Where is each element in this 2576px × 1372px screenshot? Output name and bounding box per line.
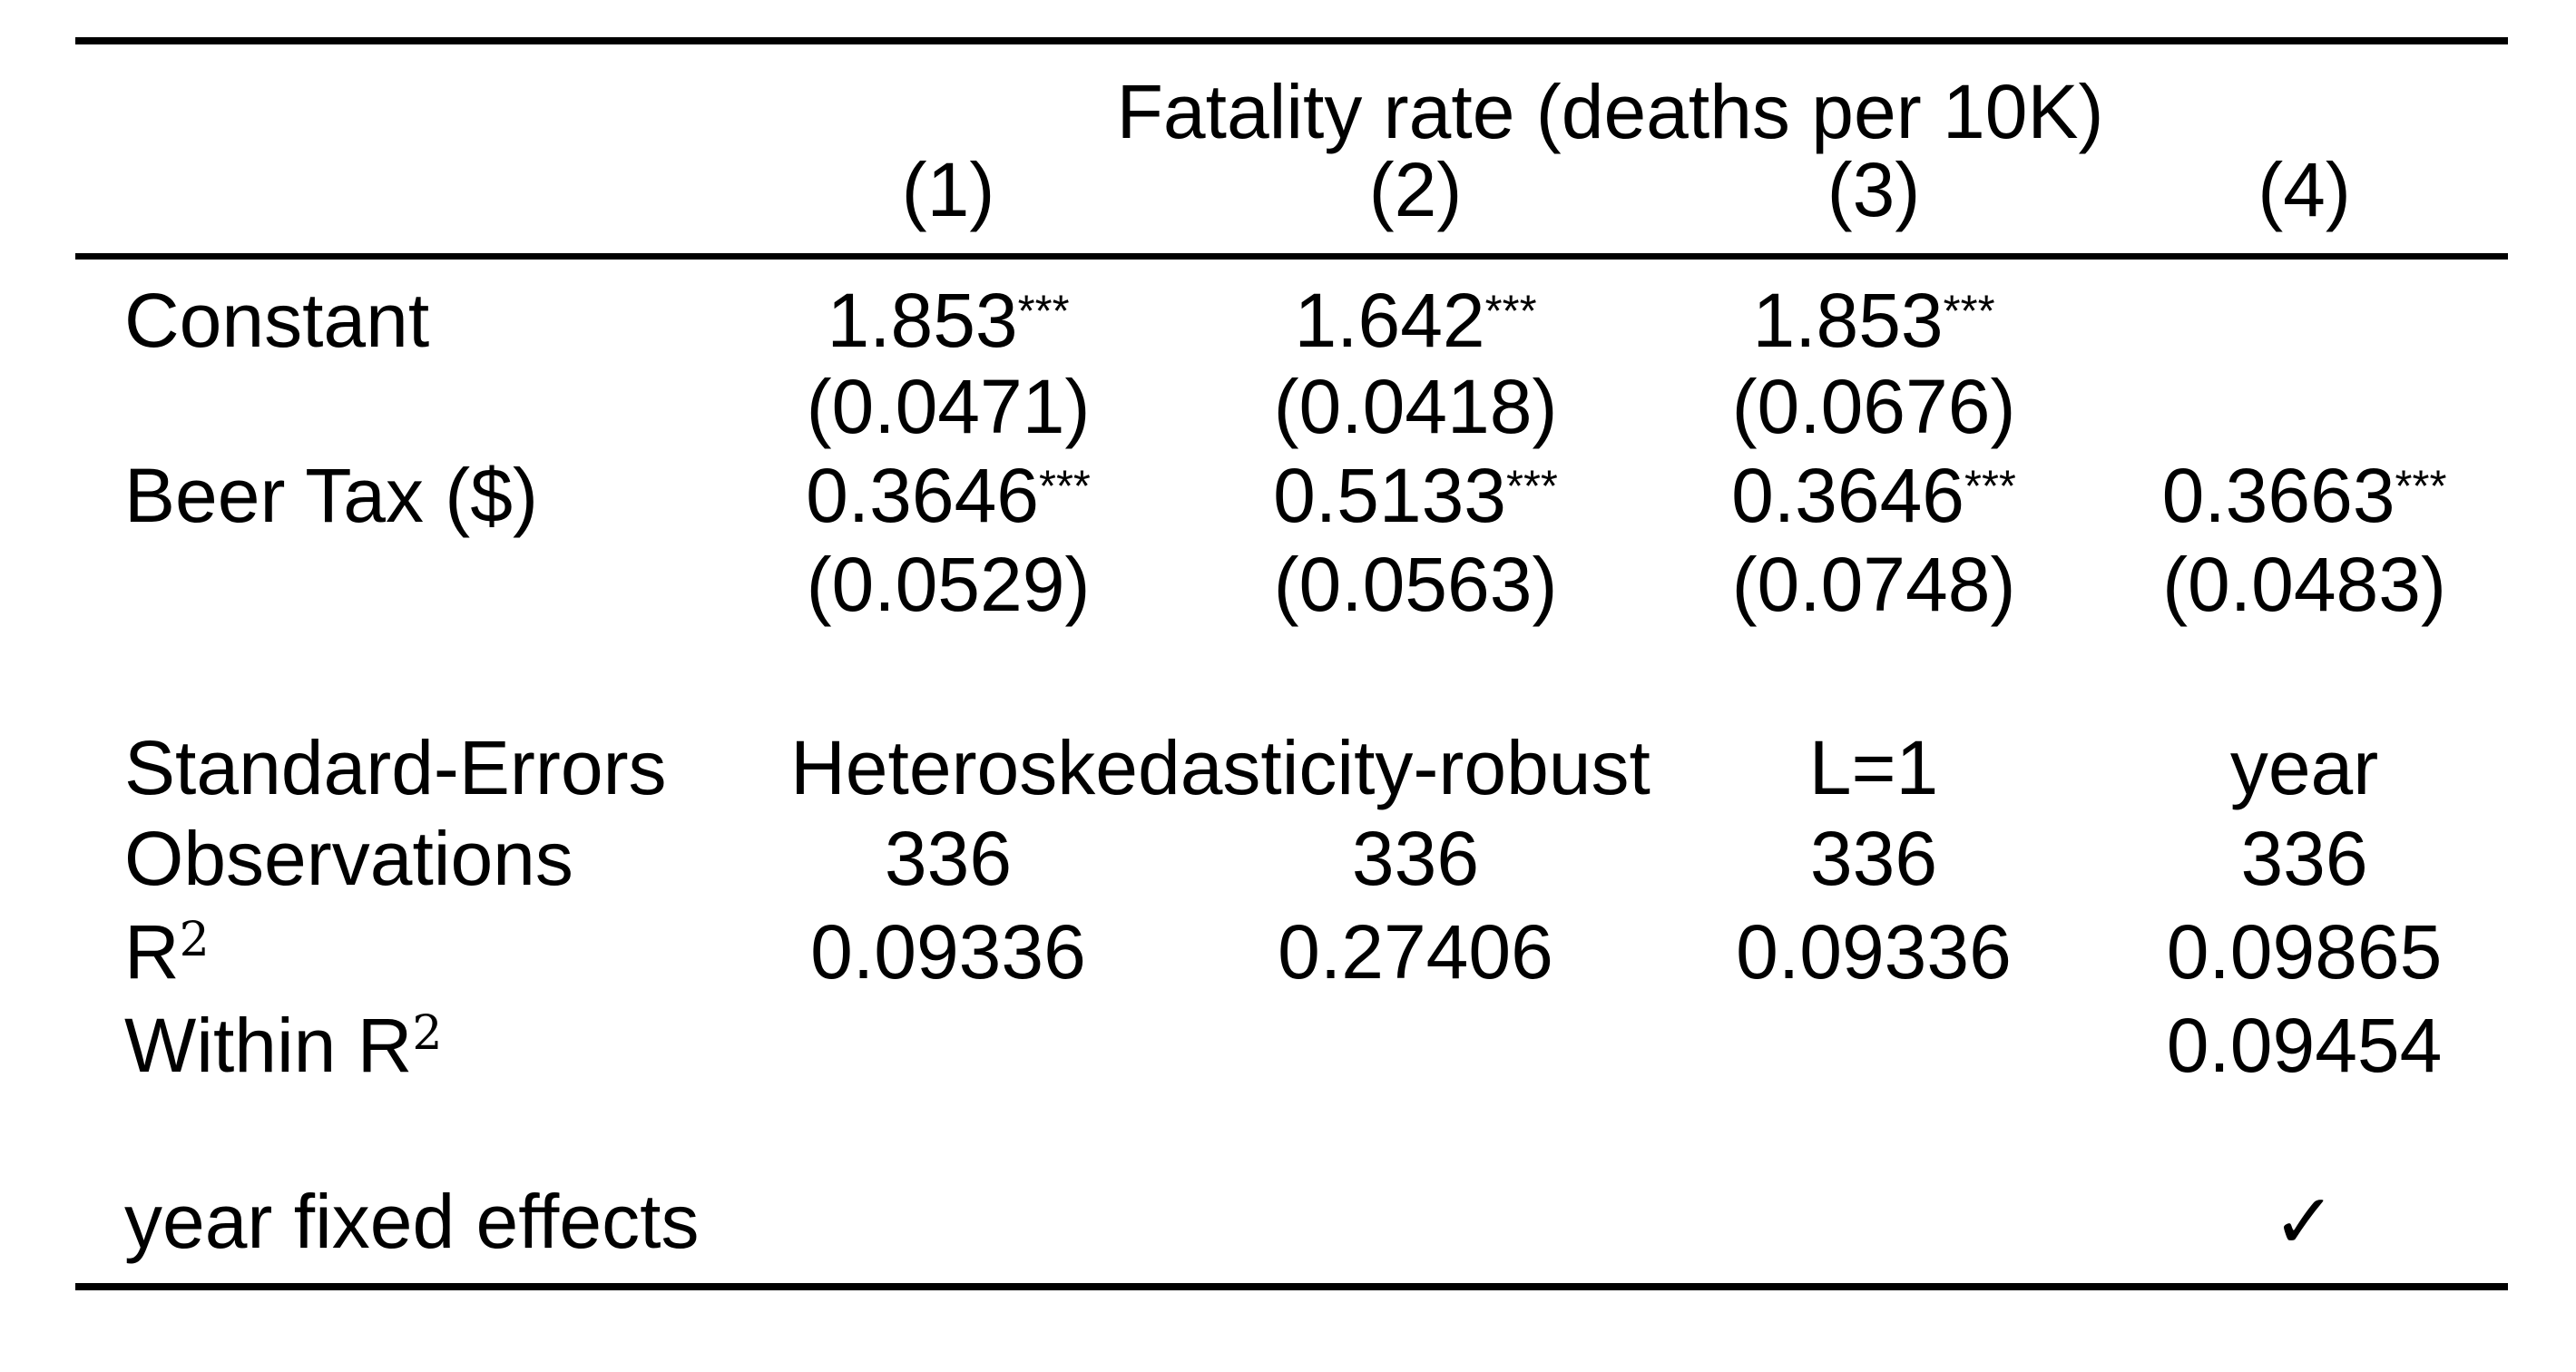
se-type-span-cell: Heteroskedasticity-robust [712, 722, 1650, 813]
model-header-2: (2) [1184, 151, 1647, 260]
coef-row-constant: Constant 1.853*** 1.642*** 1.853*** [75, 256, 2508, 363]
se-row-constant: (0.0471) (0.0418) (0.0676) [75, 363, 2508, 450]
model-header-1: (1) [712, 151, 1184, 260]
estimate-cell: 0.5133*** [1184, 450, 1647, 541]
estimate-cell-empty [2101, 256, 2508, 363]
estimate-cell: 1.642*** [1184, 256, 1647, 363]
fe-cell-empty [1184, 1176, 1647, 1267]
stat-row-standard-errors: Standard-Errors Heteroskedasticity-robus… [75, 722, 2508, 813]
se-cell: (0.0748) [1731, 542, 2016, 627]
estimate-value: 0.5133 [1273, 453, 1507, 538]
estimate-cell: 0.3646*** [712, 450, 1184, 541]
r2-label-base: R [124, 909, 180, 995]
row-label-r2: R2 [75, 904, 712, 1000]
significance-stars: *** [1039, 462, 1091, 512]
r2-label-superscript: 2 [179, 913, 210, 968]
row-label-year-fixed-effects: year fixed effects [124, 1179, 700, 1264]
estimate-value: 1.853 [1752, 277, 1944, 363]
estimate-cell: 0.3663*** [2101, 450, 2508, 541]
stat-row-observations: Observations 336 336 336 336 [75, 813, 2508, 904]
regression-table: Fatality rate (deaths per 10K) (1) (2) (… [75, 37, 2509, 1290]
estimate-value: 0.3646 [1731, 453, 1965, 538]
se-cell: (0.0483) [2162, 542, 2446, 627]
row-label-empty [75, 541, 712, 628]
significance-stars: *** [1506, 462, 1558, 512]
corner-cell [75, 151, 712, 260]
spacer-cell [75, 1091, 2508, 1176]
estimate-cell: 0.3646*** [1647, 450, 2101, 541]
spacer-cell [75, 628, 2508, 722]
se-row-beer-tax: (0.0529) (0.0563) (0.0748) (0.0483) [75, 541, 2508, 628]
row-label-beer-tax: Beer Tax ($) [124, 453, 538, 538]
checkmark-icon: ✓ [2272, 1179, 2336, 1264]
stat-row-year-fixed-effects: year fixed effects ✓ [75, 1176, 2508, 1267]
stat-cell-empty [1647, 1000, 2101, 1091]
stat-cell: 0.09454 [2166, 1003, 2443, 1088]
stat-cell: 0.27406 [1278, 909, 1553, 995]
model-header-row: (1) (2) (3) (4) [75, 151, 2509, 260]
estimate-cell: 1.853*** [1647, 256, 2101, 363]
fe-cell-empty [712, 1176, 1184, 1267]
se-cell: (0.0418) [1273, 364, 1558, 449]
row-label-constant: Constant [124, 277, 430, 363]
estimate-value: 0.3646 [806, 453, 1040, 538]
significance-stars: *** [1943, 287, 1995, 337]
estimate-value: 1.853 [827, 277, 1018, 363]
spacer-cell [75, 1267, 2508, 1287]
significance-stars: *** [1484, 287, 1537, 337]
stat-row-r2: R2 0.09336 0.27406 0.09336 0.09865 [75, 904, 2508, 1000]
stat-cell: 0.09336 [1736, 909, 2012, 995]
within-r2-label-superscript: 2 [412, 1006, 443, 1062]
spacer-row [75, 1267, 2508, 1287]
se-type-cell: L=1 [1808, 725, 1939, 810]
se-cell: (0.0676) [1731, 364, 2016, 449]
spacer-row [75, 1091, 2508, 1176]
row-label-observations: Observations [124, 816, 573, 901]
significance-stars: *** [1017, 287, 1070, 337]
se-cell: (0.0471) [806, 364, 1091, 449]
row-label-empty [75, 363, 712, 450]
stat-cell: 336 [884, 816, 1013, 901]
se-type-value: Heteroskedasticity-robust [790, 725, 1650, 810]
within-r2-label-base: Within R [124, 1003, 413, 1088]
estimate-value: 0.3663 [2161, 453, 2395, 538]
significance-stars: *** [1964, 462, 2016, 512]
corner-cell [75, 41, 712, 151]
se-cell-empty [2101, 363, 2508, 450]
stat-cell: 336 [2240, 816, 2368, 901]
stat-cell-empty [712, 1000, 1184, 1091]
depvar-header-row: Fatality rate (deaths per 10K) [75, 41, 2508, 151]
stat-cell: 0.09336 [810, 909, 1086, 995]
stat-row-within-r2: Within R2 0.09454 [75, 1000, 2508, 1091]
estimate-cell: 1.853*** [712, 256, 1184, 363]
stat-cell-empty [1184, 1000, 1647, 1091]
model-header-4: (4) [2101, 151, 2509, 260]
stat-cell: 336 [1809, 816, 1938, 901]
spacer-row [75, 628, 2508, 722]
stat-cell: 0.09865 [2166, 909, 2443, 995]
fe-cell-empty [1647, 1176, 2101, 1267]
estimate-value: 1.642 [1294, 277, 1485, 363]
se-cell: (0.0529) [806, 542, 1091, 627]
significance-stars: *** [2395, 462, 2447, 512]
coef-row-beer-tax: Beer Tax ($) 0.3646*** 0.5133*** 0.3646*… [75, 450, 2508, 541]
row-label-standard-errors: Standard-Errors [124, 725, 667, 810]
model-header-3: (3) [1647, 151, 2101, 260]
stat-cell: 336 [1351, 816, 1480, 901]
se-type-cell: year [2229, 725, 2379, 810]
row-label-within-r2: Within R2 [75, 1000, 712, 1091]
depvar-header: Fatality rate (deaths per 10K) [1116, 68, 2104, 154]
se-cell: (0.0563) [1273, 542, 1558, 627]
